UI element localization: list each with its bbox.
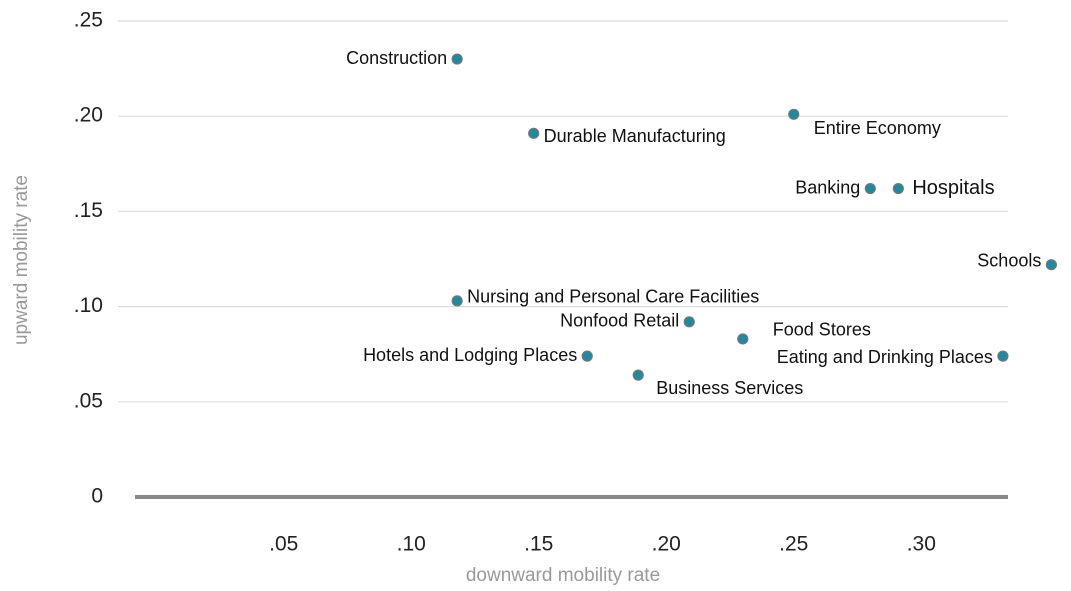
x-tick-label: .20: [652, 533, 681, 556]
point: [737, 333, 749, 345]
x-axis-title: downward mobility rate: [466, 565, 660, 586]
point: [997, 350, 1009, 362]
point-label: Banking: [795, 177, 860, 197]
point: [632, 369, 644, 381]
point: [1045, 259, 1057, 271]
point: [581, 350, 593, 362]
x-tick-label: .10: [397, 533, 426, 556]
point-label: Durable Manufacturing: [544, 126, 726, 146]
y-tick-label: .05: [74, 389, 103, 412]
y-axis-title: upward mobility rate: [11, 175, 32, 345]
point-label: Construction: [346, 48, 447, 68]
y-tick-label: .25: [74, 9, 103, 32]
point: [451, 53, 463, 65]
point: [864, 182, 876, 195]
point-label: Eating and Drinking Places: [777, 347, 993, 367]
y-tick-label: 0: [91, 485, 103, 508]
point-label: Nursing and Personal Care Facilities: [467, 287, 759, 307]
point: [788, 108, 800, 120]
point-label: Entire Economy: [814, 118, 941, 138]
x-tick-label: .25: [779, 533, 808, 556]
point-label: Food Stores: [773, 320, 871, 340]
point: [528, 127, 540, 139]
point: [892, 182, 904, 195]
point-label: Nonfood Retail: [560, 311, 679, 331]
point-label: Business Services: [656, 378, 803, 398]
point: [451, 295, 463, 307]
x-tick-label: .05: [269, 533, 298, 556]
x-tick-label: .15: [524, 533, 553, 556]
y-tick-label: .15: [74, 199, 103, 222]
y-tick-label: .10: [74, 294, 103, 317]
x-tick-label: .30: [907, 533, 936, 556]
y-tick-label: .20: [74, 104, 103, 127]
point-label: Schools: [977, 250, 1041, 270]
point: [683, 316, 695, 328]
point-label: Hospitals: [912, 177, 994, 199]
point-label: Hotels and Lodging Places: [363, 345, 577, 365]
